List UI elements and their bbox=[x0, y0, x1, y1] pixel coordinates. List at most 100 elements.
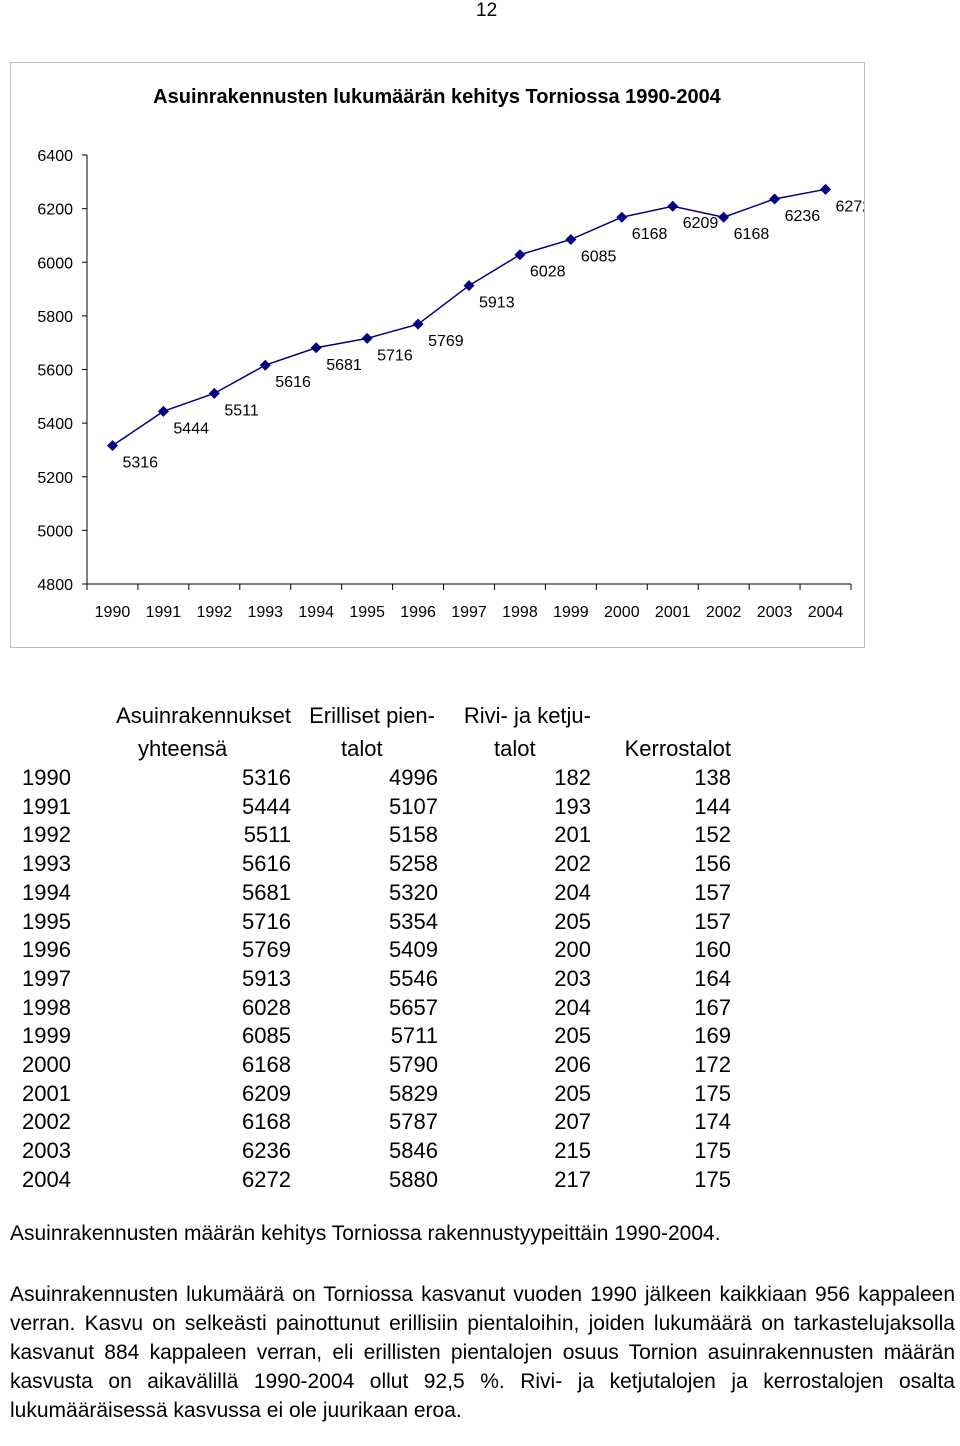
table-header-row-1: Asuinrakennukset Erilliset pien- Rivi- j… bbox=[0, 703, 960, 731]
rowhouse-cell: 201 bbox=[554, 822, 591, 848]
data-point-marker bbox=[667, 200, 679, 212]
total-cell: 5316 bbox=[242, 765, 291, 790]
data-label: 5444 bbox=[173, 420, 209, 437]
rowhouse-cell: 206 bbox=[554, 1052, 591, 1077]
apartment-cell: 157 bbox=[694, 879, 731, 905]
apartment-cell: 175 bbox=[694, 1080, 731, 1106]
x-tick-label: 1994 bbox=[298, 604, 334, 621]
year-cell: 2001 bbox=[22, 1080, 71, 1106]
data-label: 5769 bbox=[428, 333, 464, 350]
data-point-marker bbox=[361, 332, 373, 344]
detached-cell: 5846 bbox=[389, 1138, 438, 1164]
total-cell: 5681 bbox=[242, 879, 291, 905]
apartment-cell: 144 bbox=[694, 793, 731, 819]
rowhouse-cell: 204 bbox=[554, 994, 591, 1020]
table-header-row-2: yhteensä talot talot Kerrostalot bbox=[0, 736, 960, 764]
apartment-cell: 169 bbox=[694, 1023, 731, 1049]
detached-cell: 5829 bbox=[389, 1080, 438, 1106]
y-tick-label: 5600 bbox=[37, 363, 73, 380]
apartment-cell: 175 bbox=[694, 1138, 731, 1164]
line-chart: Asuinrakennusten lukumäärän kehitys Torn… bbox=[37, 86, 864, 621]
x-tick-label: 1998 bbox=[502, 604, 538, 621]
table-row: 1991 5444 5107 193 144 bbox=[0, 794, 960, 822]
x-tick-label: 1992 bbox=[197, 604, 233, 621]
total-cell: 6028 bbox=[242, 994, 291, 1020]
total-cell: 6236 bbox=[242, 1138, 291, 1164]
detached-cell: 5790 bbox=[389, 1052, 438, 1077]
data-label: 6236 bbox=[785, 208, 821, 225]
apartment-cell: 175 bbox=[694, 1166, 731, 1192]
data-label: 6168 bbox=[734, 226, 770, 243]
x-tick-label: 2001 bbox=[655, 604, 691, 621]
year-cell: 1994 bbox=[22, 879, 71, 905]
total-cell: 6168 bbox=[242, 1109, 291, 1135]
total-cell: 5511 bbox=[243, 822, 291, 848]
y-tick-label: 6400 bbox=[37, 148, 73, 165]
table-row: 2002 6168 5787 207 174 bbox=[0, 1109, 960, 1137]
apartment-cell: 152 bbox=[694, 822, 731, 848]
detached-cell: 5409 bbox=[389, 937, 438, 963]
table-row: 2000 6168 5790 206 172 bbox=[0, 1052, 960, 1080]
header-apartment: Kerrostalot bbox=[624, 736, 731, 761]
x-tick-label: 1997 bbox=[451, 604, 487, 621]
year-cell: 1996 bbox=[22, 937, 71, 963]
data-label: 6085 bbox=[581, 248, 617, 265]
apartment-cell: 160 bbox=[694, 937, 731, 963]
detached-cell: 5258 bbox=[389, 851, 438, 877]
data-point-marker bbox=[106, 440, 118, 452]
data-point-marker bbox=[310, 342, 322, 354]
year-cell: 1997 bbox=[22, 965, 71, 991]
rowhouse-cell: 204 bbox=[554, 879, 591, 905]
apartment-cell: 164 bbox=[694, 965, 731, 991]
table-row: 1990 5316 4996 182 138 bbox=[0, 765, 960, 793]
x-tick-label: 1993 bbox=[247, 604, 283, 621]
detached-cell: 5320 bbox=[389, 879, 438, 905]
apartment-cell: 172 bbox=[694, 1052, 731, 1077]
table-row: 1993 5616 5258 202 156 bbox=[0, 851, 960, 879]
rowhouse-cell: 182 bbox=[554, 765, 591, 790]
data-point-marker bbox=[157, 405, 169, 417]
x-tick-label: 2002 bbox=[706, 604, 742, 621]
data-label: 6028 bbox=[530, 264, 566, 281]
rowhouse-cell: 207 bbox=[554, 1109, 591, 1135]
table-row: 1995 5716 5354 205 157 bbox=[0, 909, 960, 937]
data-label: 5913 bbox=[479, 295, 515, 312]
total-cell: 5444 bbox=[242, 793, 291, 819]
detached-cell: 5158 bbox=[389, 822, 438, 848]
year-cell: 1999 bbox=[22, 1023, 71, 1049]
total-cell: 5616 bbox=[242, 851, 291, 877]
year-cell: 2000 bbox=[22, 1052, 71, 1077]
year-cell: 1990 bbox=[22, 765, 71, 790]
header-rowhouse: Rivi- ja ketju- bbox=[463, 703, 591, 728]
series-line bbox=[112, 188, 826, 447]
x-tick-label: 2004 bbox=[808, 604, 844, 621]
x-tick-label: 2000 bbox=[604, 604, 640, 621]
year-cell: 1998 bbox=[22, 994, 71, 1020]
rowhouse-cell: 193 bbox=[554, 793, 591, 819]
x-tick-label: 1995 bbox=[349, 604, 385, 621]
apartment-cell: 167 bbox=[694, 994, 731, 1020]
table-row: 1997 5913 5546 203 164 bbox=[0, 966, 960, 994]
table-row: 1998 6028 5657 204 167 bbox=[0, 995, 960, 1023]
apartment-cell: 138 bbox=[694, 765, 731, 790]
x-tick-label: 1999 bbox=[553, 604, 589, 621]
detached-cell: 4996 bbox=[389, 765, 438, 790]
data-point-marker bbox=[820, 183, 832, 195]
table-row: 2004 6272 5880 217 175 bbox=[0, 1167, 960, 1195]
data-label: 5716 bbox=[377, 347, 413, 364]
detached-cell: 5657 bbox=[389, 994, 438, 1020]
data-point-marker bbox=[208, 387, 220, 399]
chart-area: Asuinrakennusten lukumäärän kehitys Torn… bbox=[10, 62, 865, 648]
data-label: 6209 bbox=[683, 215, 719, 232]
x-tick-label: 2003 bbox=[757, 604, 793, 621]
data-label: 5616 bbox=[275, 374, 311, 391]
data-point-marker bbox=[718, 211, 730, 223]
header-total-cont: yhteensä bbox=[138, 736, 228, 761]
rowhouse-cell: 205 bbox=[554, 908, 591, 934]
year-cell: 1992 bbox=[22, 822, 71, 848]
year-cell: 1995 bbox=[22, 908, 71, 934]
data-point-marker bbox=[565, 233, 577, 245]
table-row: 1992 5511 5158 201 152 bbox=[0, 822, 960, 850]
table-row: 2001 6209 5829 205 175 bbox=[0, 1081, 960, 1109]
table-row: 2003 6236 5846 215 175 bbox=[0, 1138, 960, 1166]
